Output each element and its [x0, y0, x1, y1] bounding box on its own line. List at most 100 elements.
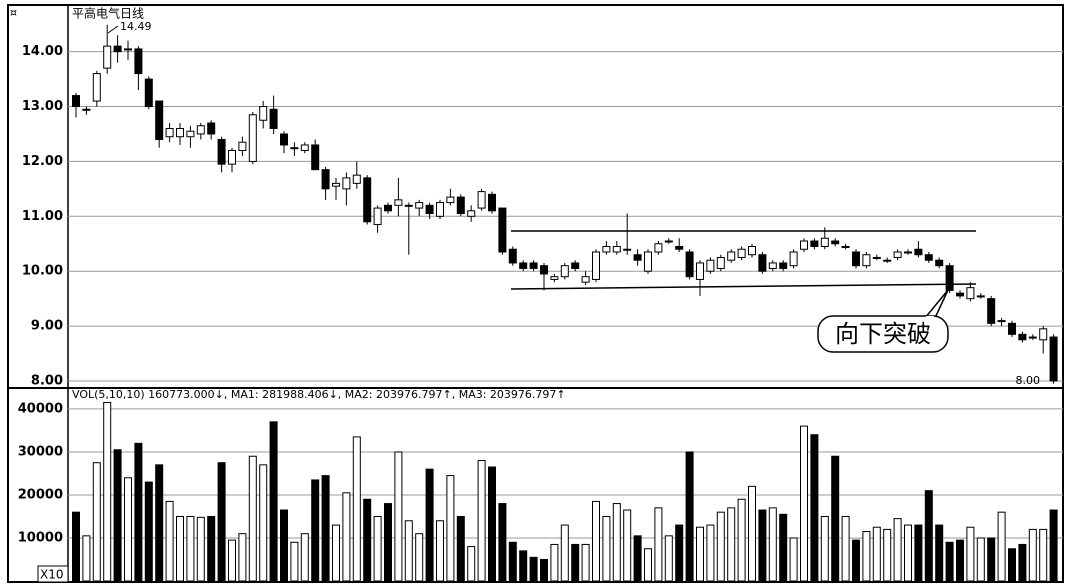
volume-bar	[384, 503, 392, 582]
callout-text: 向下突破	[835, 320, 931, 348]
candle-body	[592, 251, 600, 280]
candle-body	[716, 256, 725, 269]
volume-bar	[92, 462, 101, 582]
volume-unit: X10	[40, 568, 64, 582]
candle-body	[238, 141, 247, 151]
low-label: 8.00	[1016, 374, 1041, 387]
candle-body	[196, 125, 205, 135]
volume-bar	[633, 535, 642, 582]
volume-bar	[571, 543, 580, 582]
candle-body	[945, 265, 954, 291]
volume-bar	[966, 526, 975, 582]
volume-bar	[737, 498, 746, 582]
volume-bar	[519, 550, 528, 582]
candle-body	[498, 207, 507, 253]
volume-bar	[186, 515, 195, 582]
candle-body	[207, 122, 216, 135]
candle-body	[997, 320, 1006, 323]
candle-body	[966, 287, 975, 300]
volume-bar	[248, 455, 257, 582]
support-line	[510, 283, 977, 290]
volume-bar	[176, 515, 184, 582]
frame	[7, 4, 1064, 583]
volume-bar	[550, 543, 559, 582]
volume-bar	[498, 503, 507, 582]
candle-body	[675, 245, 684, 250]
candle-body	[259, 106, 268, 121]
volume-bar	[425, 468, 434, 582]
y-tick-label: 30000	[18, 444, 63, 459]
volume-bar	[841, 515, 850, 582]
volume-bar	[696, 526, 704, 582]
volume-bar	[72, 511, 80, 582]
volume-legend: VOL(5,10,10) 160773.000↓, MA1: 281988.40…	[72, 388, 566, 401]
volume-bar	[945, 541, 954, 582]
candle-body	[519, 262, 528, 269]
candle-body	[363, 177, 372, 223]
candle-body	[404, 204, 413, 207]
volume-bar	[290, 541, 299, 582]
volume-bar	[706, 524, 715, 582]
candle-body	[664, 240, 673, 243]
candle-body	[623, 248, 632, 251]
candle-body	[186, 130, 195, 138]
volume-bar	[768, 507, 777, 582]
candle-body	[228, 149, 236, 165]
candle-body	[872, 256, 881, 259]
candle-body	[290, 147, 299, 150]
volume-bar	[810, 434, 819, 582]
y-tick-label: 13.00	[22, 99, 63, 114]
y-tick-label: 10000	[18, 530, 63, 545]
volume-bar	[196, 516, 205, 582]
volume-bar	[529, 556, 538, 582]
candle-body	[820, 237, 829, 247]
candle-body	[82, 108, 91, 111]
volume-bar	[269, 421, 278, 582]
volume-bar	[560, 524, 569, 582]
candle-body	[176, 127, 184, 138]
volume-bar	[415, 533, 424, 582]
volume-bar	[155, 464, 164, 582]
volume-bar	[675, 524, 684, 582]
candle-body	[248, 114, 257, 162]
volume-bar	[1039, 528, 1048, 582]
volume-bar	[113, 449, 122, 582]
candle-body	[342, 177, 351, 190]
volume-bar	[300, 533, 309, 582]
candle-body	[269, 108, 278, 129]
candle-body	[144, 78, 153, 108]
volume-bar	[363, 498, 372, 582]
volume-bar	[664, 535, 673, 582]
volume-bar	[883, 528, 892, 582]
candle-body	[477, 191, 486, 209]
volume-bar	[893, 518, 902, 582]
candle-body	[581, 276, 590, 283]
volume-bar	[446, 475, 455, 582]
candle-body	[280, 133, 288, 146]
volume-bar	[321, 475, 330, 582]
callout-pointer	[924, 289, 949, 319]
volume-bar	[217, 462, 226, 582]
candle-body	[810, 240, 819, 247]
candle-body	[612, 245, 621, 253]
volume-bar	[831, 455, 840, 582]
candle-body	[113, 45, 122, 53]
volume-bar	[800, 425, 808, 582]
candle-body	[800, 240, 808, 250]
volume-bar	[238, 533, 247, 582]
volume-bar	[259, 464, 268, 582]
candle-body	[789, 251, 798, 267]
volume-bar	[748, 485, 756, 582]
volume-bar	[904, 524, 912, 582]
volume-bar	[592, 500, 600, 582]
y-tick-label: 20000	[18, 487, 63, 502]
volume-bar	[124, 477, 132, 582]
high-pointer	[107, 25, 119, 34]
candle-body	[321, 169, 330, 190]
candle-body	[92, 73, 101, 102]
volume-bar	[935, 524, 944, 582]
volume-bar	[394, 451, 403, 582]
volume-bar	[165, 500, 174, 582]
candle-body	[748, 245, 756, 256]
